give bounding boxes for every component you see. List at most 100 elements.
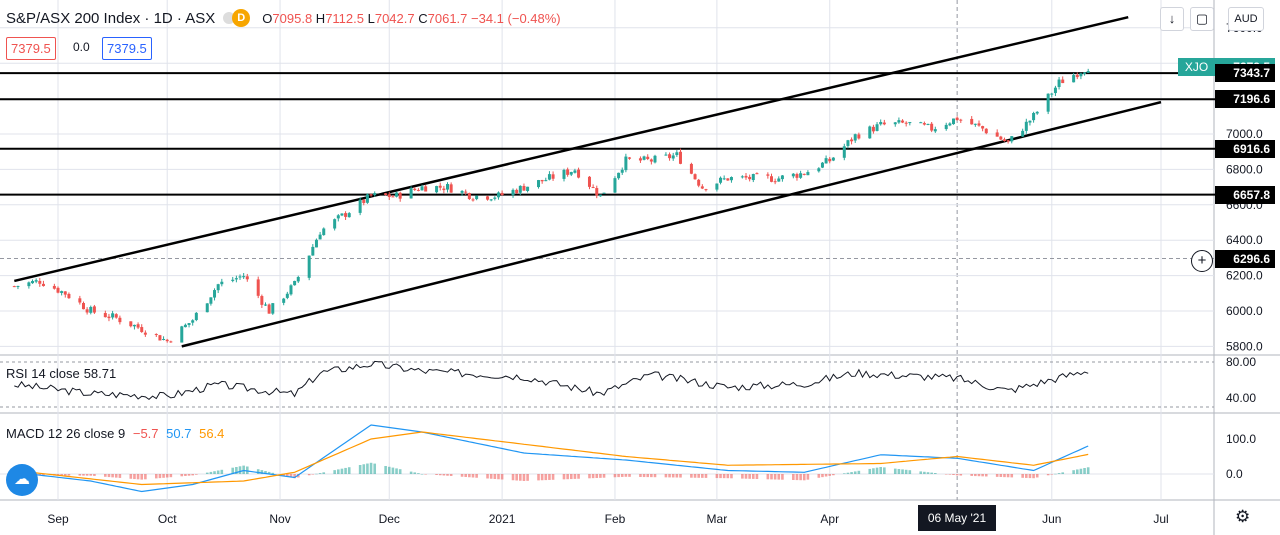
tradingview-logo-icon[interactable]: ☁ <box>6 464 38 496</box>
price-tick-label: 7000.0 <box>1226 127 1263 141</box>
buy-price-box[interactable]: 7379.5 <box>102 37 152 60</box>
candle <box>78 298 82 303</box>
crosshair-date-label: 06 May '21 <box>918 505 996 531</box>
rsi-line <box>14 360 1089 401</box>
macd-histogram-bar <box>486 474 489 479</box>
candle <box>842 146 846 158</box>
delayed-badge[interactable]: D <box>232 9 251 27</box>
candle <box>118 317 122 323</box>
macd-histogram-bar <box>642 474 646 478</box>
candle <box>205 303 209 313</box>
macd-histogram-bar <box>955 474 959 476</box>
macd-histogram-bar <box>944 474 948 475</box>
currency-button[interactable]: AUD <box>1228 7 1264 31</box>
macd-histogram-bar <box>1079 468 1083 474</box>
candle <box>209 297 213 304</box>
macd-histogram-bar <box>795 474 799 481</box>
candle <box>671 155 675 159</box>
price-axis-tag: 6657.8 <box>1215 185 1275 204</box>
macd-histogram-bar <box>220 469 224 474</box>
sell-price-box[interactable]: 7379.5 <box>6 37 56 60</box>
candle <box>664 154 668 156</box>
macd-histogram-bar <box>620 474 624 477</box>
candle <box>773 181 777 183</box>
candle <box>420 186 424 191</box>
macd-signal-value: 56.4 <box>199 426 225 441</box>
gear-icon[interactable]: ⚙ <box>1235 507 1251 526</box>
macd-histogram-bar <box>216 470 220 474</box>
macd-histogram-bar <box>347 467 351 474</box>
candle <box>850 139 854 142</box>
macd-histogram-bar <box>413 472 417 474</box>
candle <box>595 188 599 196</box>
macd-histogram-bar <box>1054 473 1057 475</box>
candle <box>777 178 781 182</box>
macd-histogram-bar <box>256 469 260 474</box>
candle <box>547 174 551 180</box>
candle <box>744 175 748 178</box>
macd-legend[interactable]: MACD 12 26 close 9 −5.7 50.7 56.4 <box>6 426 224 441</box>
macd-histogram-bar <box>701 474 704 478</box>
macd-histogram-bar <box>548 474 551 480</box>
candle <box>617 172 621 179</box>
macd-histogram-bar <box>904 469 908 474</box>
macd-histogram-bar <box>333 470 336 474</box>
candle <box>336 215 340 219</box>
macd-histogram-bar <box>792 474 795 480</box>
macd-histogram-bar <box>395 468 398 474</box>
candle <box>347 213 351 218</box>
macd-histogram-bar <box>489 474 493 479</box>
macd-histogram-bar <box>286 474 289 477</box>
rsi-title: RSI 14 close <box>6 366 80 381</box>
candle <box>311 246 315 256</box>
macd-histogram-bar <box>602 474 606 478</box>
macd-histogram-bar <box>446 474 449 476</box>
candle <box>438 185 442 188</box>
candle <box>977 123 981 126</box>
macd-histogram-bar <box>398 469 402 474</box>
candle <box>38 280 42 284</box>
macd-histogram-bar <box>78 474 82 476</box>
macd-histogram-bar <box>442 474 446 476</box>
macd-histogram-bar <box>853 471 857 474</box>
candle <box>1075 74 1079 78</box>
candle <box>369 194 373 196</box>
macd-histogram-bar <box>391 467 395 474</box>
channel-lower-line[interactable] <box>181 100 1162 348</box>
macd-histogram-bar <box>1046 474 1050 476</box>
candle <box>191 320 195 323</box>
macd-histogram-bar <box>671 474 675 478</box>
candle <box>748 176 752 180</box>
price-axis-tag: 7196.6 <box>1215 90 1275 109</box>
macd-histogram-bar <box>195 474 198 475</box>
macd-histogram-bar <box>366 463 369 474</box>
candle <box>103 313 107 318</box>
symbol-title[interactable]: S&P/ASX 200 Index · 1D · ASX <box>6 9 216 27</box>
macd-histogram-bar <box>697 474 700 478</box>
arrow-down-icon[interactable]: ↓ <box>1160 7 1184 31</box>
add-alert-icon[interactable]: + <box>1191 250 1213 272</box>
candle <box>646 156 650 160</box>
macd-histogram-bar <box>1061 472 1065 474</box>
fullscreen-icon[interactable]: ▢ <box>1190 7 1214 31</box>
macd-histogram-bar <box>420 474 424 475</box>
macd-histogram-bar <box>1032 474 1035 479</box>
rsi-legend[interactable]: RSI 14 close 58.71 <box>6 366 116 381</box>
macd-histogram-bar <box>180 474 184 477</box>
macd-histogram-bar <box>315 473 318 475</box>
candle <box>766 174 770 176</box>
price-axis-tag: 6916.6 <box>1215 139 1275 158</box>
macd-histogram-bar <box>1072 470 1075 474</box>
macd-histogram-bar <box>136 474 140 480</box>
macd-histogram-bar <box>235 467 238 474</box>
macd-histogram-bar <box>777 474 781 480</box>
macd-histogram-bar <box>187 474 191 476</box>
candle <box>944 124 948 130</box>
candle <box>1072 75 1076 83</box>
candle <box>791 173 795 177</box>
channel-upper-line[interactable] <box>14 15 1129 283</box>
candle <box>952 118 956 125</box>
candle <box>296 276 300 282</box>
candle <box>526 186 530 191</box>
